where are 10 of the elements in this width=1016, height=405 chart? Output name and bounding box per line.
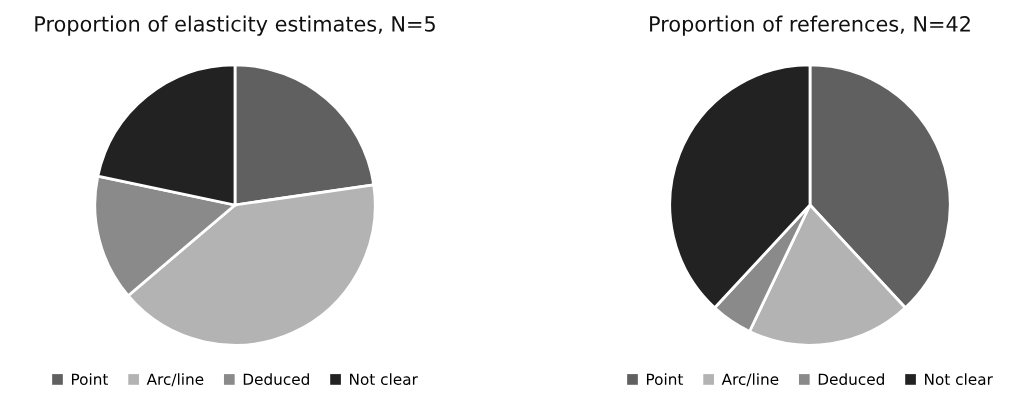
legend-label: Point [646, 373, 684, 386]
legend-label: Deduced [243, 373, 309, 386]
chart-title: Proportion of elasticity estimates, N=5 [35, 15, 435, 36]
chart-title: Proportion of references, N=42 [650, 15, 970, 36]
legend-label: Arc/line [721, 373, 779, 387]
legend-label: Not clear [925, 373, 993, 386]
legend-label: Point [71, 373, 109, 386]
legend-label: Deduced [818, 373, 884, 386]
legend-label: Arc/line [146, 373, 204, 387]
legend-label: Not clear [350, 373, 418, 386]
